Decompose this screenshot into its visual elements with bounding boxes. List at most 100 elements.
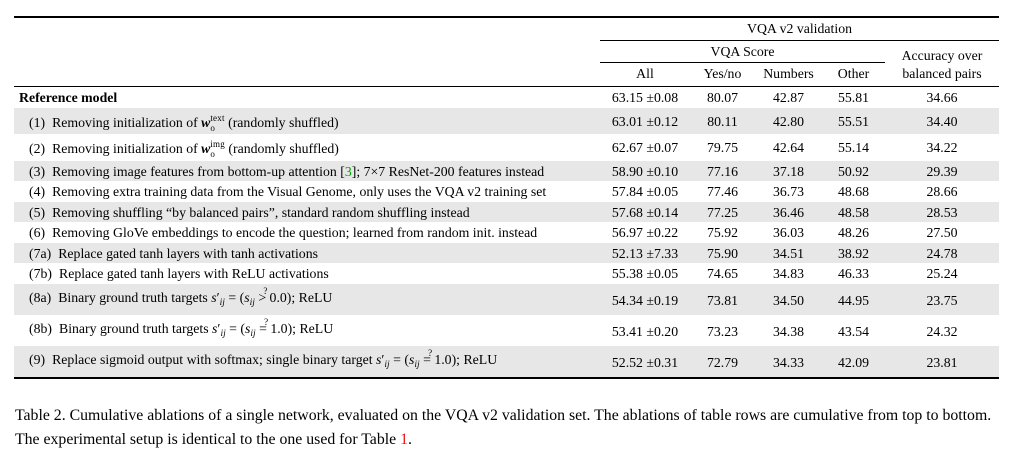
column-header-yesno: Yes/no [690,62,755,87]
cell-numbers: 42.87 [772,90,805,105]
cell-yesno: 75.90 [706,245,739,261]
column-header-numbers: Numbers [755,62,822,87]
table-1-reference-link[interactable]: 1 [400,431,408,448]
cell-all: 63.15 ±0.08 [611,90,679,105]
row-label-text: = 1.0); [259,320,297,336]
table-caption: Table 2. Cumulative ablations of a singl… [15,404,1003,453]
cell-yesno: 73.81 [706,292,739,308]
row-label-text: ′ [216,289,220,305]
table-row: (5) Removing shuffling “by balanced pairs… [14,201,999,222]
header-empty-cell [14,17,600,41]
table-row: (4) Removing extra training data from the… [14,181,999,202]
cell-other: 55.51 [837,113,870,129]
row-label: (2) Removing initialization of woimg (ran… [29,139,339,159]
cell-other: 38.92 [837,245,870,261]
cell-balanced: 28.66 [926,184,958,199]
row-label-text: img [210,139,225,149]
row-label-text: = ( [225,320,245,336]
cell-balanced: 23.81 [926,354,958,370]
table-row: (7b) Replace gated tanh layers with ReLU … [14,263,999,284]
row-label-text: ReLU [296,320,334,336]
cell-balanced: 27.50 [926,225,958,240]
cell-numbers: 42.80 [772,113,805,129]
table-row: (8a) Binary ground truth targets s′ij = (… [14,283,999,315]
cell-numbers: 34.50 [772,292,805,308]
row-label-text: ′ [217,320,221,336]
cell-balanced: 28.53 [926,204,958,220]
table-row: (9) Replace sigmoid output with softmax; … [14,345,999,378]
cell-yesno: 79.75 [706,140,739,155]
row-label-text: Binary ground truth targets [58,289,212,305]
cell-other: 42.09 [837,354,870,370]
citation-link[interactable]: 3 [344,163,352,179]
row-label-text: Removing initialization of [52,114,202,130]
cell-other: 43.54 [837,323,870,339]
cell-all: 57.84 ±0.05 [611,184,679,199]
row-label-text: w [201,114,211,130]
row-label: (7a) Replace gated tanh layers with tanh … [14,243,600,264]
row-label-text: (6) [29,225,46,240]
row-label: (4) Removing extra training data from the… [14,181,600,202]
header-balanced-line1: Accuracy over [901,47,983,63]
table-row: (8b) Binary ground truth targets s′ij = (… [14,315,999,346]
header-empty-cell [14,62,600,87]
cell-yesno: 73.23 [706,323,739,339]
row-label-text: ij [220,328,226,339]
cell-numbers: 36.73 [772,184,805,199]
cell-balanced: 29.39 [926,163,958,179]
caption-text: . [407,431,412,448]
row-label-text: (1) [29,114,46,130]
row-label-text: (randomly shuffled) [224,114,339,130]
table-row: (3) Removing image features from bottom-u… [14,160,999,182]
cell-yesno: 80.11 [707,113,738,129]
cell-numbers: 34.33 [772,354,805,370]
table-row: (2) Removing initialization of woimg (ran… [14,134,999,161]
row-label-text: (randomly shuffled) [224,141,339,156]
row-label-text: s [212,320,218,336]
cell-yesno: 74.65 [706,266,739,281]
row-label-text: Removing image features from bottom-up a… [52,163,345,179]
row-label-text: Removing initialization of [52,141,202,156]
row-label: (9) Replace sigmoid output with softmax; … [29,347,498,370]
row-label-text: = ( [224,289,245,305]
row-label-text: = ( [389,351,409,367]
cell-all: 53.41 ±0.20 [611,323,679,339]
row-label-text: ]; 7×7 ResNet-200 features instead [351,163,545,179]
row-label-text: (7a) [29,245,52,261]
row-label-text: s [376,351,382,367]
cell-balanced: 24.78 [926,245,958,261]
cell-other: 44.95 [837,292,870,308]
row-label-text: (9) [29,351,46,367]
table-row: Reference model 63.15 ±0.08 80.07 42.87 55.8… [14,87,999,108]
column-header-all: All [600,62,690,87]
cell-balanced: 24.32 [926,323,958,339]
row-label-text: Removing GloVe embeddings to encode the … [52,225,538,240]
cell-all: 55.38 ±0.05 [611,266,679,281]
row-label: Reference model [14,87,600,108]
row-label-text: Removing extra training data from the Vi… [52,184,547,199]
table-header: VQA v2 validation VQA Score Accuracy ove… [14,17,999,87]
cell-all: 54.34 ±0.19 [611,292,679,308]
table-row: (1) Removing initialization of wotext (ra… [14,107,999,134]
header-group-row: VQA v2 validation [14,17,999,41]
cell-other: 48.26 [837,225,870,240]
row-label: (8a) Binary ground truth targets s′ij = (… [29,285,333,308]
cell-numbers: 34.38 [772,323,805,339]
row-label-text: s [211,289,217,305]
row-label-text: s [245,320,251,336]
row-label: (3) Removing image features from bottom-u… [14,161,600,182]
cell-all: 57.68 ±0.14 [611,204,679,220]
cell-other: 50.92 [837,163,870,179]
cell-all: 52.13 ±7.33 [611,245,679,261]
cell-numbers: 42.64 [772,140,805,155]
cell-numbers: 34.83 [772,266,805,281]
header-group-vqa-v2-validation: VQA v2 validation [600,17,999,41]
row-label-text: ′ [381,351,385,367]
cell-yesno: 77.25 [706,204,739,220]
table-row: (6) Removing GloVe embeddings to encode t… [14,222,999,243]
row-label: (1) Removing initialization of wotext (ra… [29,112,339,133]
cell-all: 56.97 ±0.22 [611,225,679,240]
row-label-text: w [201,141,211,156]
cell-yesno: 75.92 [706,225,739,240]
